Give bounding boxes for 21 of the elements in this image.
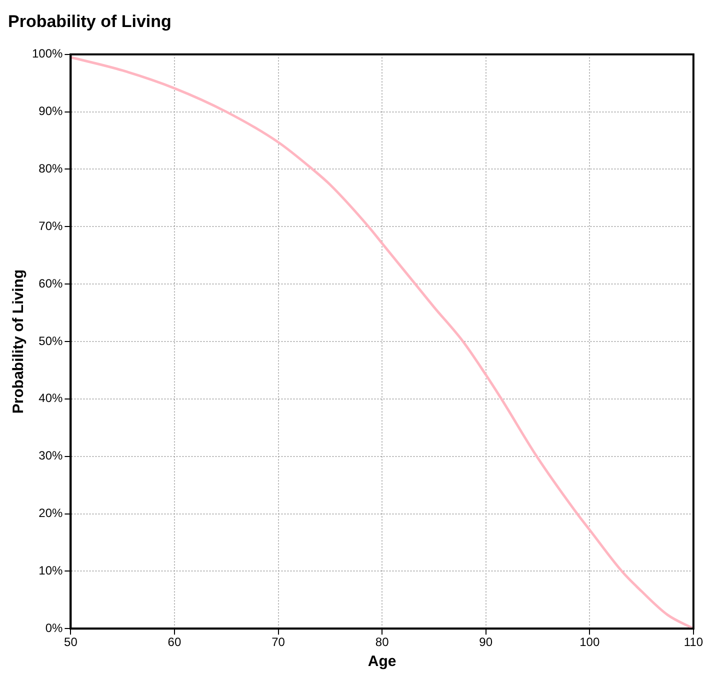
y-tick-label: 90%	[38, 104, 64, 118]
x-axis-title: Age	[368, 653, 396, 670]
y-tick-label: 80%	[38, 162, 64, 176]
y-tick-label: 70%	[38, 218, 64, 233]
x-tick-label: 60	[168, 635, 182, 650]
y-tick-label: 40%	[38, 391, 64, 406]
x-tick-label: 110	[684, 635, 704, 650]
y-axis-title: Probability of Living	[10, 269, 28, 414]
y-tick-label: 0%	[45, 620, 64, 635]
x-tick-label: 90	[479, 635, 493, 650]
y-tick-label: 60%	[38, 276, 64, 290]
y-tick-label: 50%	[38, 334, 64, 348]
x-tick-label: 80	[375, 635, 390, 650]
y-tick-label: 10%	[38, 563, 64, 578]
y-tick-label: 100%	[32, 46, 64, 61]
y-tick-label: 30%	[38, 448, 64, 463]
y-tick-label: 20%	[38, 506, 64, 520]
x-tick-label: 50	[64, 635, 78, 650]
x-tick-label: 70	[272, 635, 286, 650]
chart-title: Probability of Living	[8, 12, 172, 31]
x-tick-label: 100	[580, 635, 600, 650]
